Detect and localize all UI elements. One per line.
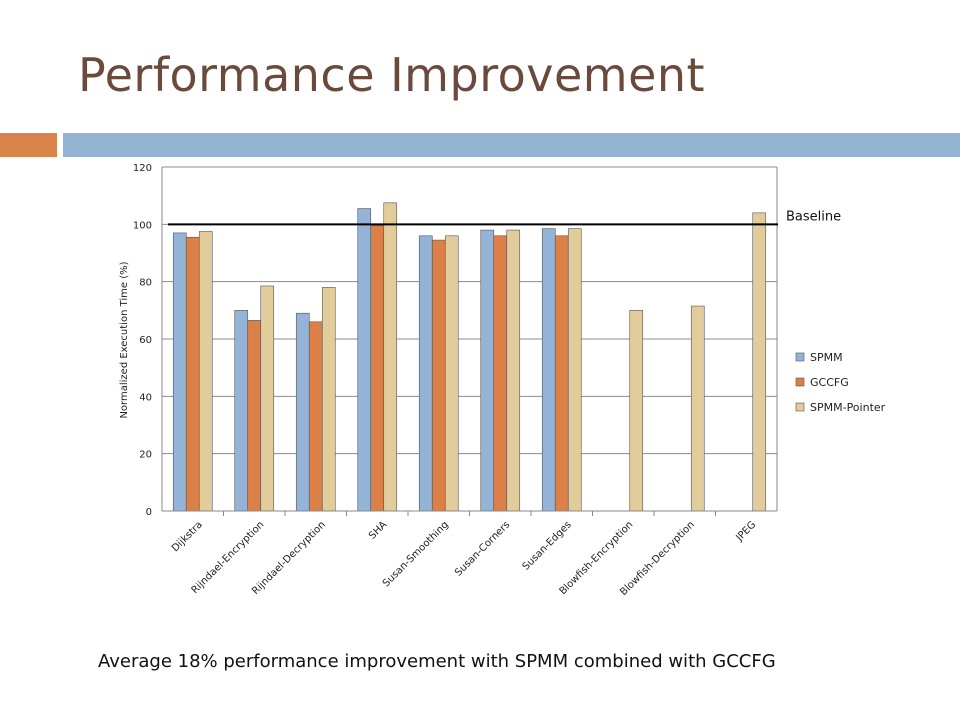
bar-chart: 0 20 40 60 80 100 120 DijkstraRijndael-Encrypt… (0, 0, 960, 720)
y-tick-label: 60 (139, 335, 152, 346)
legend-label: SPMM-Pointer (810, 401, 886, 414)
legend-swatch (796, 403, 804, 411)
bar-gccfg (371, 226, 384, 511)
bar-spmm (481, 230, 494, 511)
legend-label: GCCFG (810, 376, 849, 389)
baseline-label: Baseline (786, 209, 841, 224)
bar-spmm (542, 229, 555, 511)
legend-swatch (796, 378, 804, 386)
x-tick-label: JPEG (734, 519, 759, 544)
bar-series (173, 203, 766, 511)
bar-spmm (235, 310, 248, 511)
bar-spmm-pointer (507, 230, 520, 511)
bar-gccfg (494, 236, 507, 511)
bar-gccfg (186, 237, 199, 511)
legend-label: SPMM (810, 351, 843, 364)
y-tick-label: 80 (139, 278, 152, 289)
y-tick-label: 20 (139, 450, 152, 461)
bar-spmm-pointer (568, 229, 581, 511)
bar-spmm-pointer (384, 203, 397, 511)
x-tick-label: Susan-Smoothing (381, 519, 451, 589)
y-tick-label: 40 (139, 392, 152, 403)
bar-spmm (173, 233, 186, 511)
y-tick-label: 100 (133, 220, 152, 231)
x-tick-label: SHA (367, 519, 390, 542)
legend-swatch (796, 353, 804, 361)
bar-gccfg (432, 240, 445, 511)
bar-gccfg (248, 320, 261, 511)
y-axis-label: Normalized Execution Time (%) (119, 261, 130, 418)
bar-spmm-pointer (261, 286, 274, 511)
x-tick-label: Dijkstra (170, 519, 205, 554)
bar-spmm (296, 313, 309, 511)
bar-spmm-pointer (630, 310, 643, 511)
y-axis-ticks: 0 20 40 60 80 100 120 (133, 163, 152, 518)
bar-spmm-pointer (199, 232, 212, 512)
x-tick-label: Susan-Edges (521, 519, 574, 572)
x-tick-label: Susan-Corners (453, 519, 512, 578)
bar-gccfg (555, 236, 568, 511)
bar-spmm (358, 209, 371, 511)
bar-spmm-pointer (322, 287, 335, 511)
bar-spmm-pointer (753, 213, 766, 511)
legend: SPMM GCCFG SPMM-Pointer (796, 351, 886, 414)
bar-spmm-pointer (445, 236, 458, 511)
y-tick-label: 0 (146, 507, 152, 518)
bar-gccfg (309, 322, 322, 511)
bar-spmm (419, 236, 432, 511)
bar-spmm-pointer (691, 306, 704, 511)
slide-caption: Average 18% performance improvement with… (98, 651, 776, 672)
y-tick-label: 120 (133, 163, 152, 174)
x-axis-ticks: DijkstraRijndael-EncryptionRijndael-Decr… (170, 519, 758, 598)
